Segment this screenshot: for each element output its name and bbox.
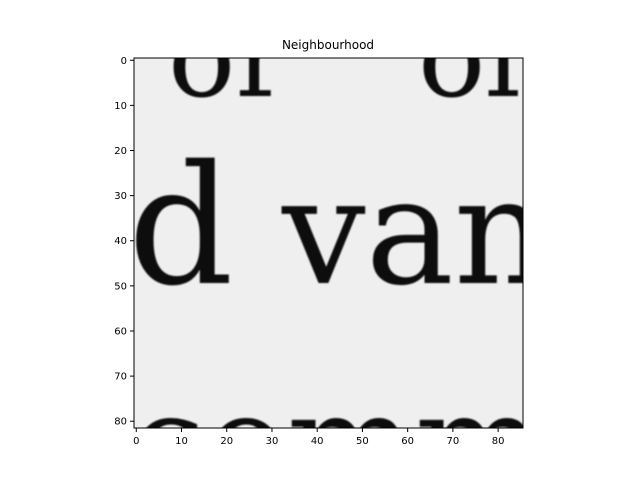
image-heatmap: or ol d van commu: [128, 0, 630, 480]
y-tick-label: 50: [114, 281, 127, 292]
y-tick-label: 10: [114, 101, 127, 112]
x-tick-label: 20: [220, 436, 233, 447]
axes-frame: [133, 57, 524, 429]
y-tick-label: 60: [114, 326, 127, 337]
glyph-middle-van: van: [281, 146, 549, 318]
y-tick-label: 30: [114, 191, 127, 202]
glyph-middle-d: d: [128, 130, 234, 322]
x-tick-label: 10: [175, 436, 188, 447]
text-snippet: or ol d van commu: [128, 0, 630, 480]
glyph-bottom: commu: [130, 365, 630, 480]
y-tick-label: 70: [114, 372, 127, 383]
x-tick-label: 60: [401, 436, 414, 447]
x-tick-label: 40: [311, 436, 324, 447]
x-tick-label: 80: [492, 436, 505, 447]
image-background: [134, 58, 523, 428]
y-tick-label: 80: [114, 417, 127, 428]
x-tick-label: 50: [356, 436, 369, 447]
glyph-top-left: or: [168, 0, 289, 123]
y-tick-label: 0: [121, 56, 127, 67]
y-axis: 0 10 20 30 40 50 60 70 80: [114, 56, 134, 428]
y-tick-label: 40: [114, 236, 127, 247]
glyph-top-right: ol: [418, 0, 521, 123]
x-tick-label: 30: [266, 436, 279, 447]
x-tick-label: 0: [133, 436, 139, 447]
x-axis: 0 10 20 30 40 50 60 70 80: [133, 428, 504, 447]
chart-title: Neighbourhood: [282, 38, 374, 52]
x-tick-label: 70: [447, 436, 460, 447]
y-tick-label: 20: [114, 146, 127, 157]
